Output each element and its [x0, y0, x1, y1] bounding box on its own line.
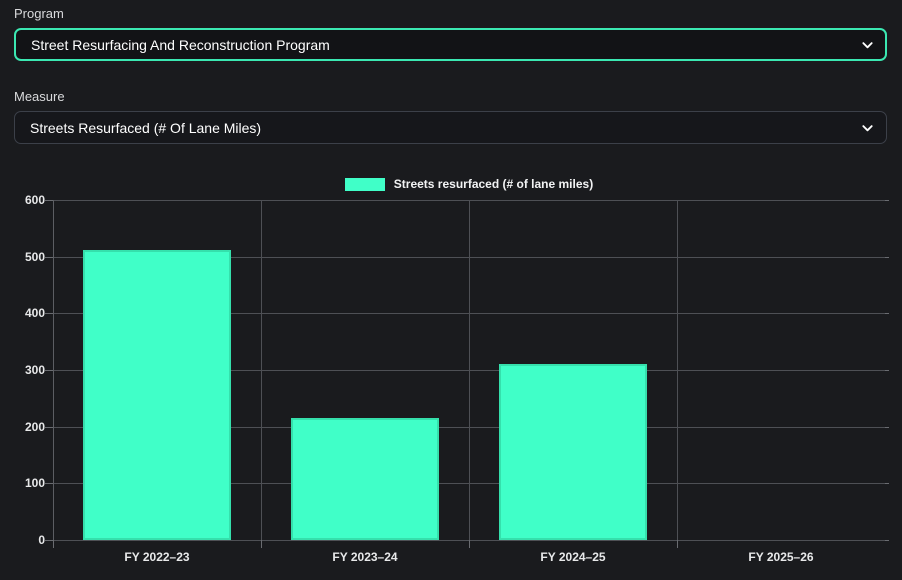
- y-tick-label: 500: [24, 250, 45, 264]
- program-select[interactable]: Street Resurfacing And Reconstruction Pr…: [14, 28, 887, 61]
- y-tick-mark: [45, 427, 53, 428]
- x-tick-mark: [261, 540, 262, 548]
- bar-chart: Streets resurfaced (# of lane miles) 0 10…: [0, 170, 902, 580]
- x-tick-label: FY 2023–24: [332, 550, 398, 564]
- gridline-vertical: [677, 200, 678, 540]
- bar-fy-2022–23[interactable]: [83, 250, 231, 540]
- measure-select-wrap: Streets Resurfaced (# Of Lane Miles): [14, 111, 887, 144]
- y-tick-mark: [885, 200, 889, 201]
- y-tick-mark: [45, 257, 53, 258]
- y-tick-label: 600: [24, 193, 45, 207]
- gridline-vertical: [261, 200, 262, 540]
- y-tick-mark: [885, 427, 889, 428]
- bar-fy-2023–24[interactable]: [291, 418, 439, 540]
- y-tick-label: 0: [38, 533, 45, 547]
- y-tick-label: 300: [24, 363, 45, 377]
- y-tick-mark: [45, 370, 53, 371]
- y-tick-mark: [885, 540, 889, 541]
- legend-label: Streets resurfaced (# of lane miles): [393, 177, 594, 191]
- x-tick-mark: [677, 540, 678, 548]
- y-tick-mark: [45, 483, 53, 484]
- y-tick-mark: [885, 257, 889, 258]
- y-tick-label: 100: [24, 476, 45, 490]
- y-tick-label: 200: [24, 420, 45, 434]
- y-tick-mark: [885, 483, 889, 484]
- y-tick-label: 400: [24, 306, 45, 320]
- x-tick-label: FY 2024–25: [540, 550, 606, 564]
- program-select-wrap: Street Resurfacing And Reconstruction Pr…: [14, 28, 887, 61]
- legend-swatch: [344, 177, 385, 191]
- gridline-vertical: [469, 200, 470, 540]
- program-label: Program: [14, 6, 64, 21]
- y-tick-mark: [45, 200, 53, 201]
- x-tick-label: FY 2022–23: [124, 550, 190, 564]
- y-tick-mark: [45, 540, 53, 541]
- x-tick-mark: [53, 540, 54, 548]
- y-tick-mark: [45, 313, 53, 314]
- measure-label: Measure: [14, 89, 65, 104]
- bar-fy-2024–25[interactable]: [499, 364, 647, 540]
- x-tick-label: FY 2025–26: [748, 550, 814, 564]
- y-axis-line: [53, 200, 54, 548]
- plot-area: 0 100 200 300 400 500 600 FY 2022–23 FY 2023–24 F…: [25, 193, 889, 564]
- x-tick-mark: [469, 540, 470, 548]
- y-tick-mark: [885, 370, 889, 371]
- y-tick-mark: [885, 313, 889, 314]
- chart-legend: Streets resurfaced (# of lane miles): [53, 177, 885, 191]
- measure-select[interactable]: Streets Resurfaced (# Of Lane Miles): [14, 111, 887, 144]
